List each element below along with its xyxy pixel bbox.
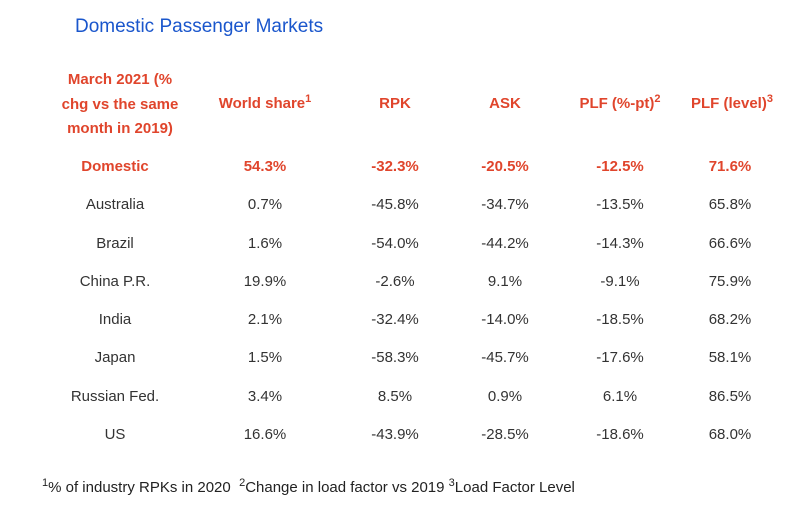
cell-world-share: 1.6% bbox=[247, 234, 283, 252]
header-period-line2: chg vs the same bbox=[61, 95, 179, 113]
cell-rpk: 8.5% bbox=[377, 387, 413, 405]
cell-world-share: 16.6% bbox=[243, 426, 287, 444]
cell-ask: -14.0% bbox=[481, 311, 529, 329]
cell-market: Brazil bbox=[96, 234, 134, 252]
footnote-text-3: Load Factor Level bbox=[454, 479, 575, 496]
header-plf-pt: PLF (%-pt)2 bbox=[562, 94, 678, 114]
cell-ask: -34.7% bbox=[481, 196, 529, 214]
cell-market: Russian Fed. bbox=[70, 387, 160, 405]
cell-plf-level: 71.6% bbox=[708, 158, 752, 175]
header-world-share-sup: 1 bbox=[305, 93, 312, 105]
cell-plf-level: 75.9% bbox=[708, 272, 752, 290]
cell-market: Domestic bbox=[81, 158, 149, 175]
cell-ask: 0.9% bbox=[487, 387, 523, 405]
cell-rpk: -32.4% bbox=[371, 311, 419, 329]
cell-rpk: -45.8% bbox=[371, 196, 419, 214]
cell-world-share: 3.4% bbox=[247, 387, 283, 405]
cell-plf-level: 68.0% bbox=[708, 426, 752, 444]
cell-market: US bbox=[104, 426, 126, 444]
cell-plf-level: 58.1% bbox=[708, 349, 752, 367]
cell-market: India bbox=[98, 311, 132, 329]
table-row-australia: Australia 0.7% -45.8% -34.7% -13.5% 65.8… bbox=[0, 190, 800, 228]
cell-plf-level: 68.2% bbox=[708, 311, 752, 329]
cell-rpk: -32.3% bbox=[371, 158, 419, 175]
header-world-share: World share1 bbox=[205, 94, 325, 114]
footnote: 1% of industry RPKs in 2020 2Change in l… bbox=[42, 477, 575, 497]
cell-plf-pt: 6.1% bbox=[602, 387, 638, 405]
table-row-japan: Japan 1.5% -58.3% -45.7% -17.6% 58.1% bbox=[0, 343, 800, 381]
header-period: March 2021 (% chg vs the same month in 2… bbox=[40, 68, 200, 142]
cell-ask: 9.1% bbox=[487, 272, 523, 290]
cell-plf-pt: -14.3% bbox=[596, 234, 644, 252]
cell-world-share: 2.1% bbox=[247, 311, 283, 329]
table-header: March 2021 (% chg vs the same month in 2… bbox=[0, 66, 800, 146]
cell-ask: -44.2% bbox=[481, 234, 529, 252]
cell-plf-pt: -9.1% bbox=[600, 272, 640, 290]
footnote-sup-2: 2 bbox=[239, 477, 246, 489]
cell-plf-pt: -12.5% bbox=[596, 158, 644, 175]
cell-world-share: 0.7% bbox=[247, 196, 283, 214]
page-title: Domestic Passenger Markets bbox=[75, 16, 324, 37]
cell-world-share: 1.5% bbox=[247, 349, 283, 367]
cell-rpk: -2.6% bbox=[375, 272, 415, 290]
cell-plf-pt: -17.6% bbox=[596, 349, 644, 367]
header-period-line3: month in 2019) bbox=[67, 120, 173, 137]
cell-rpk: -43.9% bbox=[371, 426, 419, 444]
cell-market: China P.R. bbox=[79, 272, 151, 290]
header-rpk-label: RPK bbox=[379, 95, 411, 112]
cell-ask: -45.7% bbox=[481, 349, 529, 367]
table-body: Domestic 54.3% -32.3% -20.5% -12.5% 71.6… bbox=[0, 152, 800, 458]
header-world-share-label: World share bbox=[218, 95, 306, 112]
header-plf-pt-sup: 2 bbox=[654, 93, 661, 105]
header-ask: ASK bbox=[455, 94, 555, 114]
cell-plf-level: 66.6% bbox=[708, 234, 752, 252]
cell-rpk: -58.3% bbox=[371, 349, 419, 367]
cell-plf-level: 86.5% bbox=[708, 387, 752, 405]
cell-plf-level: 65.8% bbox=[708, 196, 752, 214]
cell-market: Japan bbox=[94, 349, 136, 367]
table-row-russia: Russian Fed. 3.4% 8.5% 0.9% 6.1% 86.5% bbox=[0, 382, 800, 420]
cell-plf-pt: -18.5% bbox=[596, 311, 644, 329]
header-plf-level-label: PLF (level) bbox=[691, 95, 767, 112]
footnote-sup-3: 3 bbox=[448, 477, 455, 489]
cell-market: Australia bbox=[85, 196, 145, 214]
cell-plf-pt: -13.5% bbox=[596, 196, 644, 214]
header-ask-label: ASK bbox=[489, 95, 521, 112]
cell-ask: -28.5% bbox=[481, 426, 529, 444]
cell-rpk: -54.0% bbox=[371, 234, 419, 252]
table-row-india: India 2.1% -32.4% -14.0% -18.5% 68.2% bbox=[0, 305, 800, 343]
header-plf-level-sup: 3 bbox=[766, 93, 773, 105]
header-rpk: RPK bbox=[345, 94, 445, 114]
footnote-sup-1: 1 bbox=[42, 477, 49, 489]
table-row-china: China P.R. 19.9% -2.6% 9.1% -9.1% 75.9% bbox=[0, 267, 800, 305]
table-row-domestic: Domestic 54.3% -32.3% -20.5% -12.5% 71.6… bbox=[0, 152, 800, 190]
header-plf-pt-label: PLF (%-pt) bbox=[579, 95, 655, 112]
footnote-text-1: % of industry RPKs in 2020 bbox=[48, 479, 231, 496]
table-row-us: US 16.6% -43.9% -28.5% -18.6% 68.0% bbox=[0, 420, 800, 458]
footnote-text-2: Change in load factor vs 2019 bbox=[245, 479, 445, 496]
cell-plf-pt: -18.6% bbox=[596, 426, 644, 444]
table-row-brazil: Brazil 1.6% -54.0% -44.2% -14.3% 66.6% bbox=[0, 229, 800, 267]
cell-ask: -20.5% bbox=[481, 158, 529, 175]
header-period-line1: March 2021 (% bbox=[67, 71, 173, 88]
cell-world-share: 54.3% bbox=[243, 158, 287, 175]
cell-world-share: 19.9% bbox=[243, 272, 287, 290]
header-plf-level: PLF (level)3 bbox=[676, 94, 788, 114]
